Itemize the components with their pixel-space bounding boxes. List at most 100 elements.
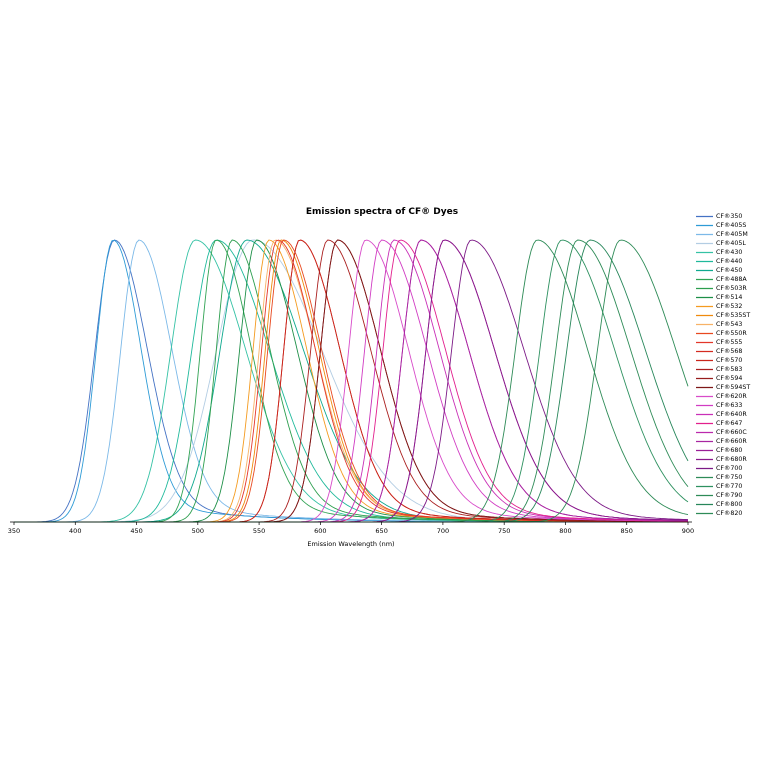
series-CF503R	[14, 239, 688, 523]
legend-item: CF®790	[696, 491, 764, 500]
legend-line	[696, 260, 713, 263]
legend-item: CF®550R	[696, 329, 764, 338]
legend-label: CF®620R	[716, 393, 747, 400]
series-CF770	[14, 239, 689, 523]
legend-line	[696, 449, 713, 452]
series-CF440	[14, 239, 689, 523]
legend-item: CF®660R	[696, 437, 764, 446]
x-tick-label: 900	[682, 527, 694, 535]
legend-label: CF®488A	[716, 276, 747, 283]
series-CF594	[14, 239, 688, 523]
legend-line	[696, 503, 713, 506]
legend-line	[696, 305, 713, 308]
legend-item: CF®488A	[696, 275, 764, 284]
series-CF405S	[14, 239, 689, 523]
legend-line	[696, 224, 713, 227]
legend-line	[696, 458, 713, 461]
legend-item: CF®583	[696, 365, 764, 374]
series-CF568	[14, 239, 688, 523]
legend-item: CF®350	[696, 212, 764, 221]
legend: CF®350 CF®405S CF®405M CF®405L CF®430 CF®440 C…	[696, 212, 764, 518]
legend-line	[696, 494, 713, 497]
legend-label: CF®680	[716, 447, 743, 454]
legend-label: CF®594ST	[716, 384, 751, 391]
series-CF660R	[14, 239, 688, 523]
legend-line	[696, 332, 713, 335]
legend-label: CF®555	[716, 339, 743, 346]
legend-label: CF®503R	[716, 285, 747, 292]
series-CF800	[14, 239, 689, 523]
legend-label: CF®350	[716, 213, 743, 220]
legend-label: CF®430	[716, 249, 743, 256]
series-CF660C	[14, 239, 688, 523]
x-axis-label: Emission Wavelength (nm)	[307, 540, 394, 548]
series-CF514	[14, 239, 688, 523]
legend-label: CF®568	[716, 348, 743, 355]
legend-item: CF®820	[696, 509, 764, 518]
legend-item: CF®633	[696, 401, 764, 410]
legend-item: CF®405S	[696, 221, 764, 230]
legend-label: CF®633	[716, 402, 743, 409]
series-CF543	[14, 239, 688, 523]
legend-label: CF®790	[716, 492, 743, 499]
series-CF350	[14, 239, 689, 523]
legend-line	[696, 341, 713, 344]
legend-label: CF®405M	[716, 231, 748, 238]
series-CF570	[14, 239, 688, 523]
legend-label: CF®820	[716, 510, 743, 517]
legend-item: CF®700	[696, 464, 764, 473]
x-tick-label: 850	[621, 527, 633, 535]
legend-label: CF®660C	[716, 429, 747, 436]
legend-item: CF®620R	[696, 392, 764, 401]
series-CF647	[14, 239, 688, 523]
legend-label: CF®594	[716, 375, 743, 382]
legend-line	[696, 404, 713, 407]
x-tick-label: 450	[130, 527, 142, 535]
legend-label: CF®535ST	[716, 312, 751, 319]
legend-line	[696, 233, 713, 236]
legend-line	[696, 350, 713, 353]
legend-item: CF®503R	[696, 284, 764, 293]
x-tick-label: 800	[559, 527, 571, 535]
legend-label: CF®680R	[716, 456, 747, 463]
legend-item: CF®405L	[696, 239, 764, 248]
legend-line	[696, 476, 713, 479]
series-CF405M	[14, 239, 688, 523]
series-CF488A	[14, 239, 689, 523]
legend-item: CF®555	[696, 338, 764, 347]
legend-item: CF®543	[696, 320, 764, 329]
legend-line	[696, 512, 713, 515]
legend-line	[696, 251, 713, 254]
series-CF430	[14, 239, 688, 523]
legend-line	[696, 368, 713, 371]
series-CF820	[14, 239, 689, 523]
legend-label: CF®700	[716, 465, 743, 472]
x-tick-label: 600	[314, 527, 326, 535]
legend-line	[696, 440, 713, 443]
legend-item: CF®680	[696, 446, 764, 455]
legend-item: CF®640R	[696, 410, 764, 419]
legend-line	[696, 413, 713, 416]
legend-line	[696, 386, 713, 389]
series-CF790	[14, 239, 689, 523]
x-tick-label: 750	[498, 527, 510, 535]
legend-item: CF®570	[696, 356, 764, 365]
legend-line	[696, 215, 713, 218]
legend-line	[696, 296, 713, 299]
chart-title: Emission spectra of CF® Dyes	[305, 207, 459, 217]
legend-label: CF®514	[716, 294, 743, 301]
legend-line	[696, 269, 713, 272]
series-CF680R	[14, 239, 688, 523]
legend-label: CF®570	[716, 357, 743, 364]
legend-line	[696, 359, 713, 362]
series-CF620R	[14, 239, 688, 523]
series-CF532	[14, 239, 688, 523]
legend-line	[696, 485, 713, 488]
legend-label: CF®532	[716, 303, 743, 310]
series-CF555	[14, 239, 688, 523]
legend-item: CF®770	[696, 482, 764, 491]
series-CF640R	[14, 239, 689, 523]
legend-item: CF®440	[696, 257, 764, 266]
legend-line	[696, 431, 713, 434]
